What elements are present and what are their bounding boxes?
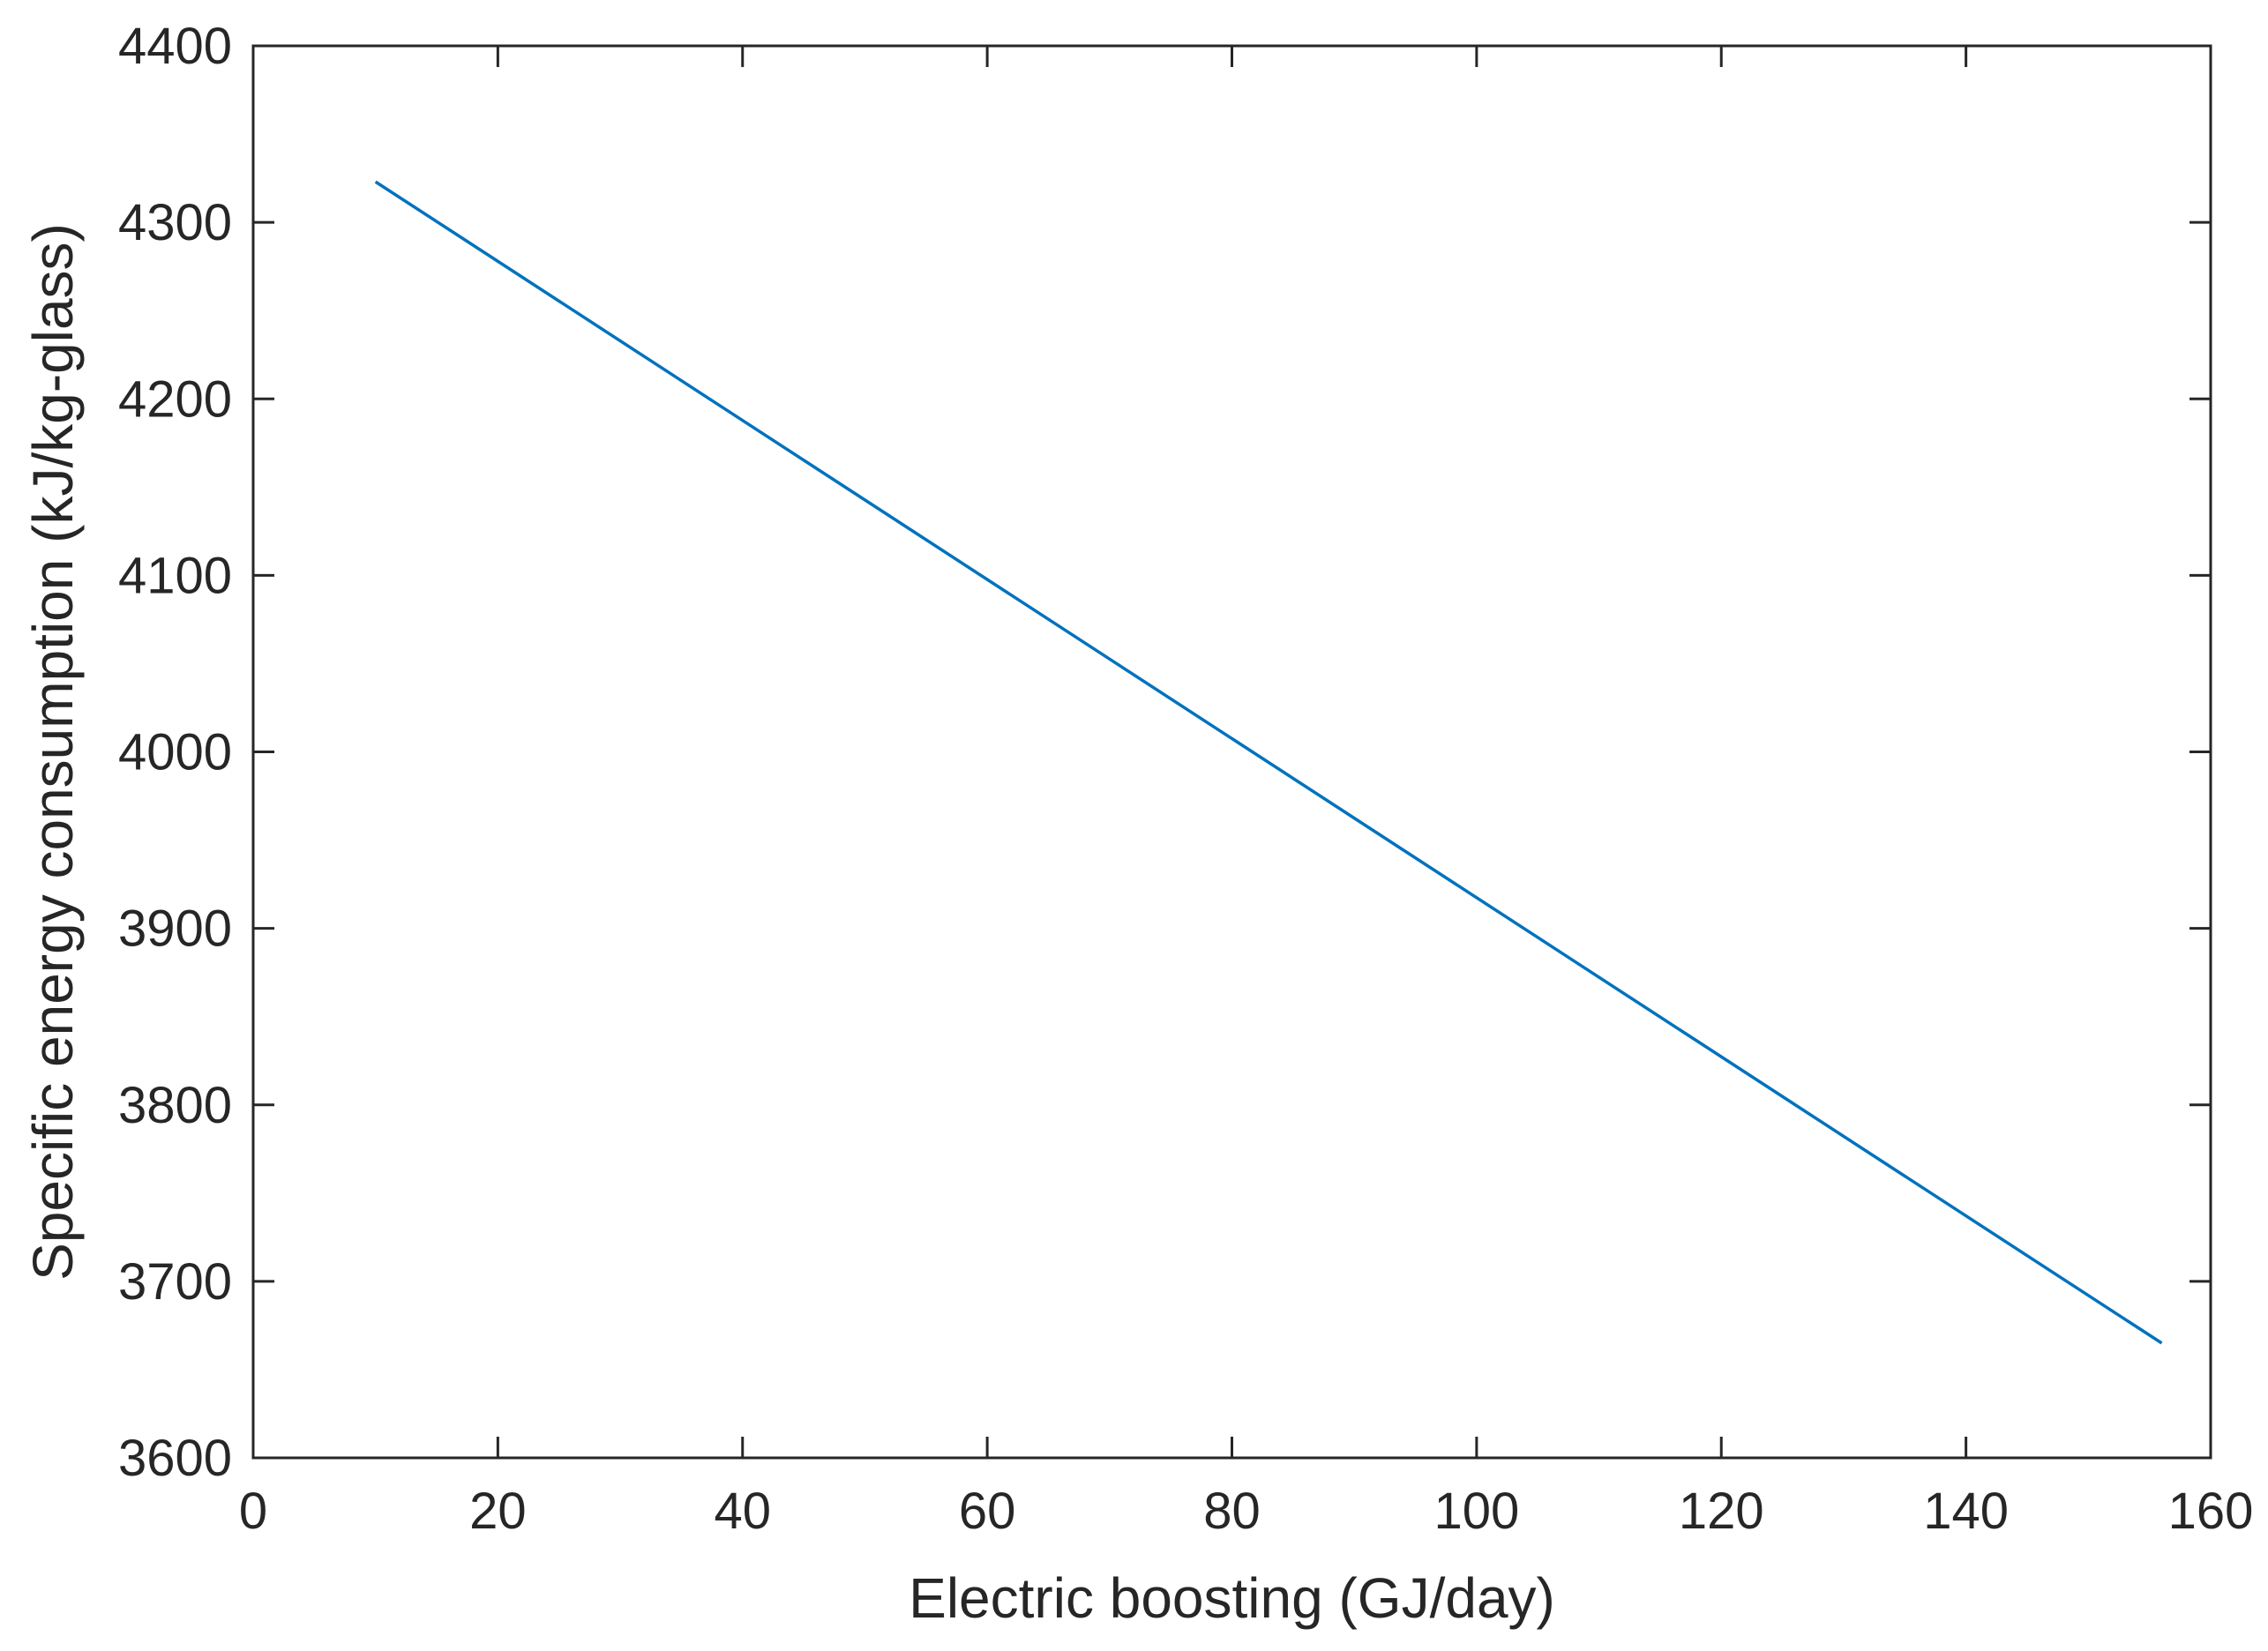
- plot-area: [253, 46, 2211, 1458]
- x-tick-label: 0: [239, 1483, 267, 1540]
- x-axis-label: Electric boosting (GJ/day): [909, 1566, 1555, 1630]
- x-tick-labels: 0 20 40 60 80 100 120 140 160: [239, 1483, 2254, 1540]
- y-tick-label: 3800: [118, 1077, 232, 1134]
- y-tick-label: 4100: [118, 547, 232, 604]
- y-tick-label: 3900: [118, 900, 232, 958]
- x-tick-label: 160: [2168, 1483, 2254, 1540]
- series-line: [374, 180, 2163, 1345]
- x-tick-label: 120: [1679, 1483, 1764, 1540]
- x-tick-label: 80: [1203, 1483, 1261, 1540]
- x-tick-label: 20: [469, 1483, 527, 1540]
- x-tick-label: 100: [1433, 1483, 1519, 1540]
- y-tick-label: 3700: [118, 1253, 232, 1311]
- y-tick-label: 4400: [118, 18, 232, 75]
- axes-box: [251, 44, 2212, 1460]
- y-axis-label: Specific energy consumption (kJ/kg-glass…: [21, 223, 85, 1281]
- y-tick-label: 4000: [118, 724, 232, 781]
- x-tick-label: 140: [1923, 1483, 2009, 1540]
- y-tick-label: 3600: [118, 1430, 232, 1487]
- y-tick-label: 4200: [118, 370, 232, 428]
- x-tick-label: 60: [959, 1483, 1016, 1540]
- series-layer: [374, 180, 2163, 1345]
- y-tick-label: 4300: [118, 194, 232, 251]
- x-tick-label: 40: [714, 1483, 771, 1540]
- y-tick-labels: 3600 3700 3800 3900 4000 4100 4200 4300 4400: [118, 18, 232, 1487]
